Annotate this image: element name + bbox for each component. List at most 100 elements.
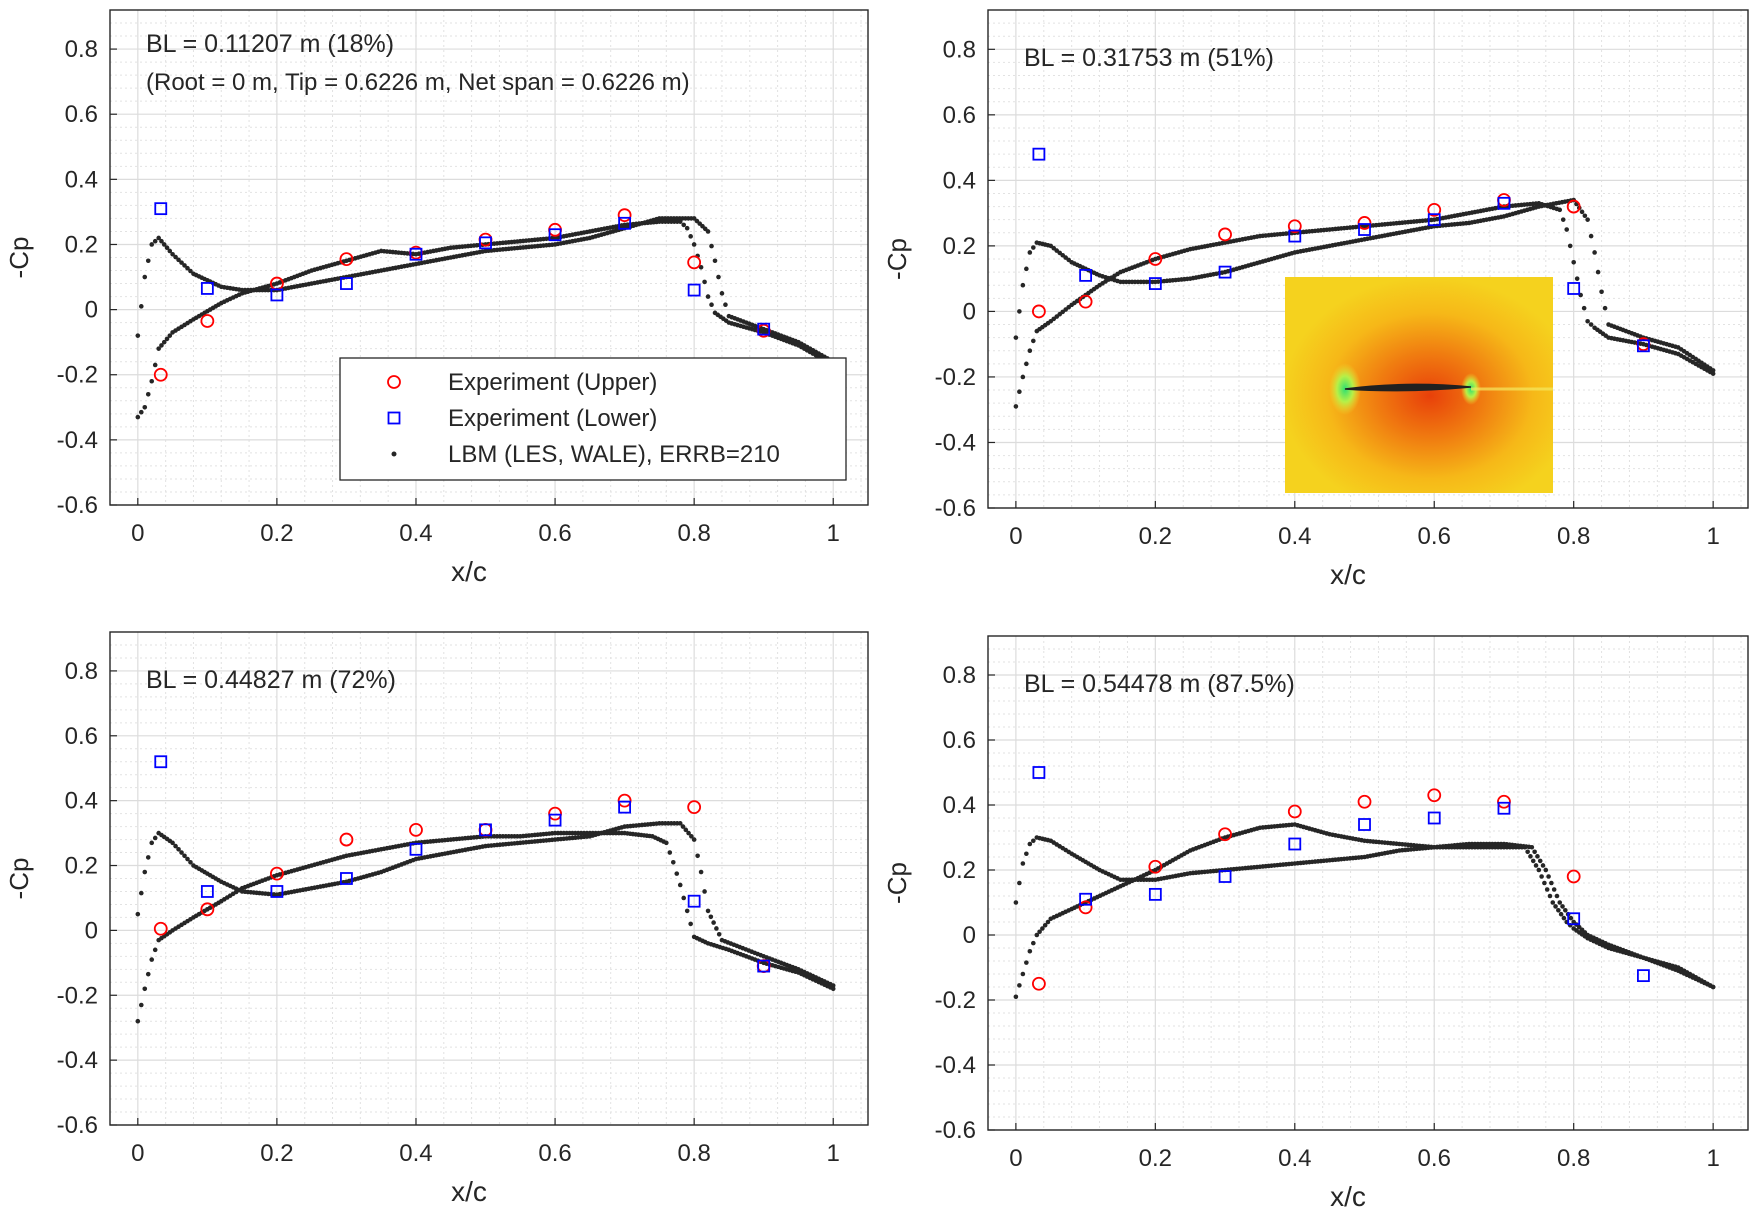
lower-point	[1288, 229, 1302, 243]
lbm-point	[1530, 858, 1536, 864]
lbm-point	[712, 258, 718, 264]
lbm-point	[681, 895, 687, 901]
lbm-point	[188, 859, 193, 865]
lbm-point	[684, 225, 690, 231]
lbm-point	[1031, 338, 1036, 344]
lbm-point	[714, 926, 719, 931]
lbm-point	[142, 405, 148, 410]
lbm-point	[1588, 233, 1594, 239]
lbm-point	[152, 947, 158, 953]
y-tick-label: 0.4	[65, 788, 98, 815]
lbm-point	[1556, 908, 1561, 913]
upper-point	[1078, 294, 1093, 309]
lbm-point	[161, 339, 167, 345]
lbm-point	[185, 265, 190, 271]
lower-point	[757, 959, 771, 973]
chart-panel-4: -0.6 -0.4 -0.2 0 0.2 0.4 0.6 0.8 0 0.2 0.4 0.6 0.8 1 x…	[882, 635, 1749, 1212]
lbm-point	[145, 971, 151, 977]
lbm-point	[1551, 887, 1557, 892]
upper-point	[1566, 199, 1581, 214]
x-tick-label: 0.8	[1557, 523, 1590, 550]
lbm-point	[1595, 269, 1601, 275]
lower-point	[1637, 969, 1650, 983]
lower-point	[154, 755, 168, 769]
lbm-point	[1020, 971, 1026, 977]
y-tick-label: 0.4	[943, 792, 976, 819]
lbm-point	[1020, 282, 1026, 288]
lbm-point	[138, 409, 144, 415]
lower-point	[1358, 818, 1371, 831]
lbm-point	[1031, 940, 1036, 946]
lbm-point	[1017, 880, 1022, 886]
lower-point	[154, 202, 168, 216]
lower-point	[1497, 801, 1511, 815]
lbm-point	[705, 229, 711, 234]
panel-title: BL = 0.11207 m (18%)	[146, 30, 394, 58]
lbm-point	[1031, 245, 1036, 250]
lbm-point	[702, 889, 707, 894]
plot-area	[110, 632, 868, 1125]
lbm-point	[698, 264, 704, 270]
lbm-point	[681, 222, 687, 228]
airfoil-section	[1344, 383, 1472, 392]
lbm-point	[688, 921, 693, 927]
lbm-point	[1557, 207, 1563, 213]
lbm-point	[716, 931, 722, 937]
y-tick-label: -0.4	[57, 1047, 98, 1074]
lbm-point	[1553, 904, 1558, 909]
y-tick-label: 0	[85, 297, 98, 324]
y-tick-label: 0.6	[65, 101, 98, 128]
lbm-point	[1017, 309, 1022, 314]
lbm-point	[1549, 880, 1554, 886]
lbm-point	[716, 274, 721, 280]
y-tick-label: -0.6	[935, 1117, 976, 1144]
lbm-point	[1536, 867, 1542, 873]
upper-point	[687, 255, 702, 270]
x-axis-label: x/c	[1330, 559, 1366, 590]
lower-point	[1358, 223, 1371, 236]
lbm-point	[135, 414, 141, 420]
y-tick-label: 0.6	[943, 727, 976, 754]
lbm-series	[1013, 197, 1716, 409]
upper-point	[687, 800, 702, 815]
lbm-point	[152, 238, 158, 244]
y-tick-label: -0.4	[935, 1052, 976, 1079]
lbm-series	[1013, 822, 1716, 1000]
upper-point	[1218, 227, 1232, 242]
lbm-point	[664, 840, 669, 846]
y-tick-label: 0.8	[943, 662, 976, 689]
lower-point	[548, 228, 562, 242]
lbm-point	[159, 343, 164, 348]
lbm-point	[182, 853, 187, 859]
lower-point	[618, 216, 632, 230]
y-tick-label: -0.6	[57, 492, 98, 519]
lbm-point	[1027, 348, 1033, 354]
lbm-point	[830, 983, 836, 988]
y-tick-label: 0.8	[943, 36, 976, 63]
lower-point	[618, 800, 632, 814]
lbm-point	[1571, 259, 1576, 265]
lbm-point	[142, 869, 148, 875]
lbm-point	[688, 234, 693, 239]
lbm-point	[188, 268, 193, 274]
upper-point	[200, 314, 215, 328]
upper-point	[617, 208, 632, 223]
lbm-point	[705, 294, 711, 299]
x-tick-label: 0.4	[1278, 1145, 1311, 1172]
upper-point	[1357, 216, 1372, 230]
flow-field-contour-inset	[1285, 277, 1553, 493]
lower-point	[270, 288, 284, 302]
lbm-point	[1581, 305, 1587, 311]
x-tick-label: 1	[1706, 523, 1719, 550]
upper-point	[1497, 794, 1511, 809]
legend-entry-lower: Experiment (Lower)	[448, 405, 657, 432]
lbm-point	[723, 302, 728, 308]
lbm-point	[164, 336, 170, 342]
lower-point	[409, 842, 423, 856]
lbm-point	[170, 251, 175, 257]
lbm-point	[1563, 908, 1568, 913]
lbm-point	[1582, 213, 1588, 219]
lbm-point	[691, 242, 697, 247]
lbm-point	[1560, 904, 1565, 909]
lower-point	[1079, 892, 1093, 906]
